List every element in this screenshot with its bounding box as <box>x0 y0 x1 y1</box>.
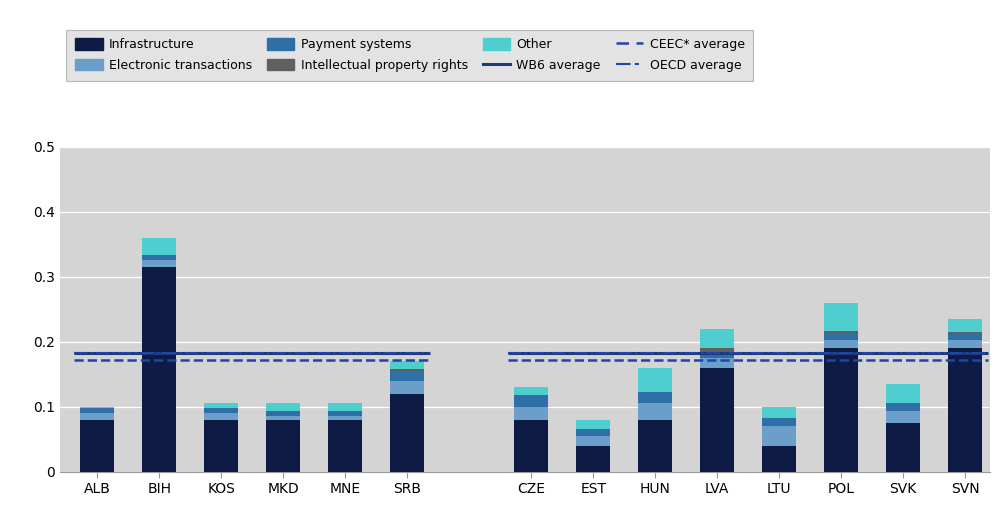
Bar <box>390 371 424 380</box>
Bar <box>80 413 114 420</box>
Bar <box>824 341 858 348</box>
Bar <box>638 420 672 472</box>
Bar <box>266 420 300 472</box>
Bar <box>948 319 982 332</box>
Bar <box>266 411 300 417</box>
Bar <box>142 260 176 267</box>
Legend: Infrastructure, Electronic transactions, Payment systems, Intellectual property : Infrastructure, Electronic transactions,… <box>66 29 753 81</box>
Bar <box>514 420 548 472</box>
Bar <box>142 238 176 255</box>
Bar <box>576 445 610 472</box>
Bar <box>390 361 424 369</box>
Bar <box>328 420 362 472</box>
Bar <box>514 395 548 407</box>
Bar <box>80 408 114 413</box>
Bar <box>266 403 300 411</box>
Bar <box>204 413 238 420</box>
Bar <box>762 445 796 472</box>
Bar <box>762 407 796 418</box>
Bar <box>328 403 362 411</box>
Bar <box>80 407 114 408</box>
Bar <box>886 403 920 411</box>
Bar <box>886 384 920 403</box>
Bar <box>824 331 858 333</box>
Bar <box>762 426 796 445</box>
Bar <box>576 429 610 436</box>
Bar <box>824 303 858 331</box>
Bar <box>204 420 238 472</box>
Bar <box>638 368 672 391</box>
Bar <box>514 387 548 395</box>
Bar <box>204 403 238 408</box>
Bar <box>824 348 858 472</box>
Bar <box>762 418 796 426</box>
Bar <box>390 394 424 472</box>
Bar <box>824 333 858 341</box>
Bar <box>638 391 672 403</box>
Bar <box>142 267 176 472</box>
Bar <box>700 352 734 358</box>
Bar <box>948 332 982 334</box>
Bar <box>266 417 300 420</box>
Bar <box>390 380 424 394</box>
Bar <box>700 358 734 368</box>
Bar <box>204 408 238 413</box>
Bar <box>886 411 920 423</box>
Bar <box>948 341 982 348</box>
Bar <box>638 403 672 420</box>
Bar <box>328 411 362 417</box>
Bar <box>700 368 734 472</box>
Bar <box>576 436 610 445</box>
Bar <box>886 423 920 472</box>
Bar <box>514 407 548 420</box>
Bar <box>576 420 610 429</box>
Bar <box>80 420 114 472</box>
Bar <box>390 369 424 371</box>
Bar <box>700 329 734 348</box>
Bar <box>328 417 362 420</box>
Bar <box>948 334 982 341</box>
Bar <box>948 348 982 472</box>
Bar <box>142 255 176 260</box>
Bar <box>700 348 734 352</box>
